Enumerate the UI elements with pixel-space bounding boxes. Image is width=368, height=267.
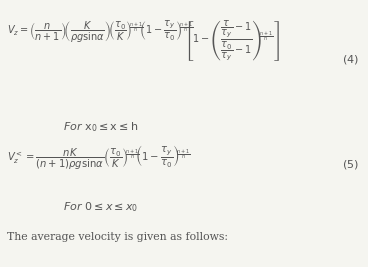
- Text: $V_z^< = \dfrac{nK}{(n+1)\rho g\mathrm{sin}\alpha}\left(\dfrac{\tau_0}{K}\right): $V_z^< = \dfrac{nK}{(n+1)\rho g\mathrm{s…: [7, 144, 191, 172]
- Text: The average velocity is given as follows:: The average velocity is given as follows…: [7, 232, 229, 242]
- Text: $(4)$: $(4)$: [342, 53, 359, 66]
- Text: $(5)$: $(5)$: [342, 158, 359, 171]
- Text: For $\mathrm{x_0 \leq x \leq h}$: For $\mathrm{x_0 \leq x \leq h}$: [63, 120, 138, 134]
- Text: $V_z = \left(\dfrac{n}{n+1}\right)\!\left(\dfrac{K}{\rho g\mathrm{sin}\alpha}\ri: $V_z = \left(\dfrac{n}{n+1}\right)\!\lef…: [7, 19, 194, 45]
- Text: $\left[1 - \left(\dfrac{\dfrac{\tau}{\tau_y} - 1}{\dfrac{\tau_0}{\tau_y} - 1}\ri: $\left[1 - \left(\dfrac{\dfrac{\tau}{\ta…: [184, 19, 280, 64]
- Text: For $0 \leq x \leq x_0$: For $0 \leq x \leq x_0$: [63, 200, 138, 214]
